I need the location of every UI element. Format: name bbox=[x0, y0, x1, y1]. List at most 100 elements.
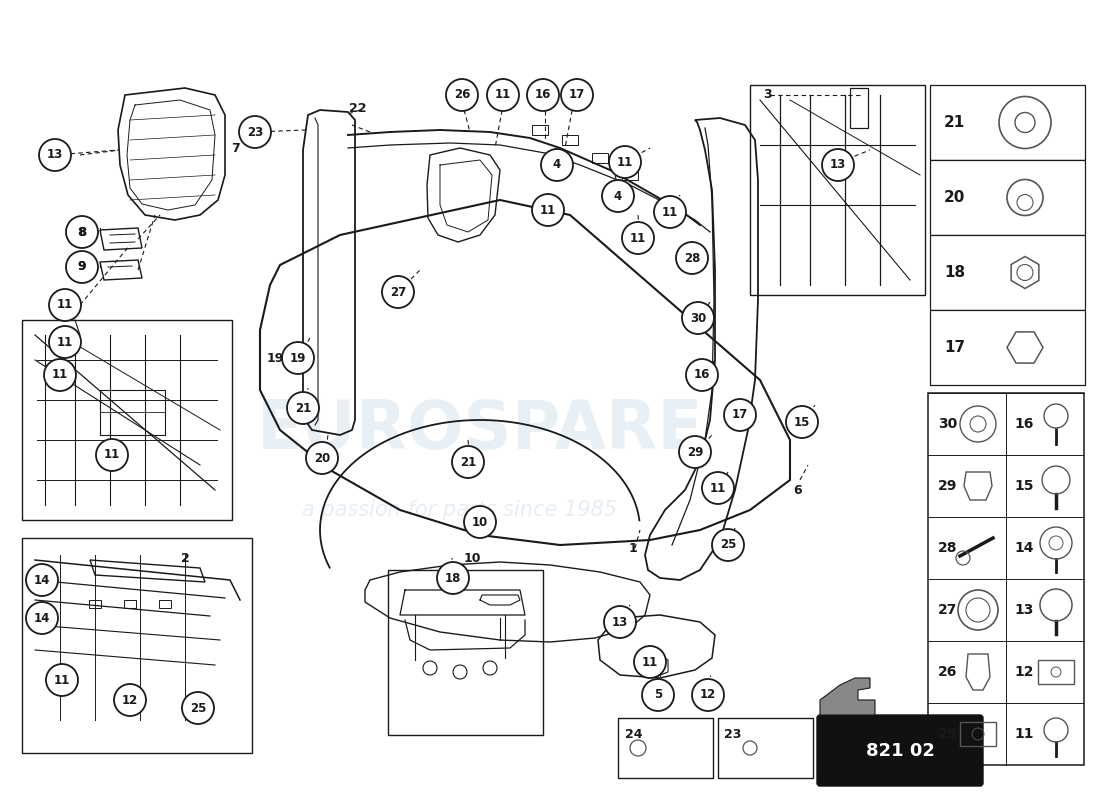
Text: 18: 18 bbox=[944, 265, 965, 280]
Text: 10: 10 bbox=[463, 551, 481, 565]
Text: 4: 4 bbox=[614, 190, 623, 202]
Text: 17: 17 bbox=[732, 409, 748, 422]
Bar bbox=[124, 600, 136, 608]
Circle shape bbox=[437, 562, 469, 594]
Text: 25: 25 bbox=[190, 702, 206, 714]
Bar bbox=[532, 125, 548, 135]
Text: 3: 3 bbox=[763, 89, 772, 102]
Circle shape bbox=[602, 180, 634, 212]
Circle shape bbox=[46, 664, 78, 696]
Bar bbox=[100, 390, 165, 435]
Text: 14: 14 bbox=[1014, 541, 1034, 555]
Circle shape bbox=[604, 606, 636, 638]
Circle shape bbox=[26, 564, 58, 596]
Text: 21: 21 bbox=[295, 402, 311, 414]
Text: 12: 12 bbox=[1014, 665, 1034, 679]
Circle shape bbox=[676, 242, 708, 274]
Bar bbox=[618, 718, 713, 778]
Text: 29: 29 bbox=[938, 479, 957, 493]
Text: 10: 10 bbox=[472, 515, 488, 529]
Text: 21: 21 bbox=[944, 115, 966, 130]
Text: a passion for parts since 1985: a passion for parts since 1985 bbox=[302, 500, 617, 520]
Circle shape bbox=[114, 684, 146, 716]
Text: 9: 9 bbox=[78, 261, 86, 274]
Text: 27: 27 bbox=[389, 286, 406, 298]
Text: 8: 8 bbox=[78, 226, 86, 238]
Text: 16: 16 bbox=[694, 369, 711, 382]
Text: 29: 29 bbox=[686, 446, 703, 458]
Bar bbox=[930, 310, 1085, 385]
Circle shape bbox=[686, 359, 718, 391]
Circle shape bbox=[702, 472, 734, 504]
Text: 11: 11 bbox=[54, 674, 70, 686]
Circle shape bbox=[287, 392, 319, 424]
Bar bbox=[562, 135, 578, 145]
Text: 13: 13 bbox=[612, 615, 628, 629]
Text: 821 02: 821 02 bbox=[866, 742, 934, 759]
Bar bbox=[22, 538, 252, 753]
Circle shape bbox=[446, 79, 478, 111]
Text: 11: 11 bbox=[642, 655, 658, 669]
Text: 27: 27 bbox=[938, 603, 957, 617]
Circle shape bbox=[682, 302, 714, 334]
Circle shape bbox=[464, 506, 496, 538]
Bar bbox=[930, 85, 1085, 160]
Bar bbox=[850, 88, 868, 128]
Bar bbox=[928, 393, 1084, 765]
Circle shape bbox=[642, 679, 674, 711]
Text: 13: 13 bbox=[829, 158, 846, 171]
Text: 30: 30 bbox=[938, 417, 957, 431]
Text: 1: 1 bbox=[628, 542, 637, 554]
Text: 14: 14 bbox=[34, 611, 51, 625]
Text: EUROSPARE: EUROSPARE bbox=[256, 397, 703, 463]
Text: 18: 18 bbox=[444, 571, 461, 585]
Text: 26: 26 bbox=[938, 665, 957, 679]
Circle shape bbox=[452, 446, 484, 478]
Bar bbox=[22, 320, 232, 520]
Bar bbox=[750, 85, 925, 295]
Text: 26: 26 bbox=[454, 89, 470, 102]
Circle shape bbox=[487, 79, 519, 111]
Text: 21: 21 bbox=[460, 455, 476, 469]
Bar bbox=[89, 600, 101, 608]
Circle shape bbox=[527, 79, 559, 111]
Text: 11: 11 bbox=[710, 482, 726, 494]
Text: 16: 16 bbox=[535, 89, 551, 102]
Text: 9: 9 bbox=[78, 261, 86, 274]
Text: 15: 15 bbox=[794, 415, 811, 429]
Text: 14: 14 bbox=[34, 574, 51, 586]
Circle shape bbox=[786, 406, 818, 438]
Text: 11: 11 bbox=[540, 203, 557, 217]
Text: 24: 24 bbox=[625, 728, 642, 741]
Bar bbox=[930, 160, 1085, 235]
Text: 28: 28 bbox=[684, 251, 701, 265]
Circle shape bbox=[182, 692, 214, 724]
Text: 15: 15 bbox=[1014, 479, 1034, 493]
Circle shape bbox=[44, 359, 76, 391]
Text: 11: 11 bbox=[1014, 727, 1034, 741]
Text: 11: 11 bbox=[630, 231, 646, 245]
Circle shape bbox=[239, 116, 271, 148]
Circle shape bbox=[822, 149, 854, 181]
Polygon shape bbox=[820, 678, 874, 715]
Text: 2: 2 bbox=[180, 551, 189, 565]
Text: 11: 11 bbox=[662, 206, 678, 218]
Bar bbox=[930, 235, 1085, 310]
Bar bbox=[388, 570, 543, 735]
Circle shape bbox=[692, 679, 724, 711]
Circle shape bbox=[39, 139, 72, 171]
Bar bbox=[160, 600, 170, 608]
Text: 13: 13 bbox=[1014, 603, 1033, 617]
Text: 7: 7 bbox=[231, 142, 240, 154]
Text: 25: 25 bbox=[938, 727, 957, 741]
Text: 17: 17 bbox=[569, 89, 585, 102]
Text: 30: 30 bbox=[690, 311, 706, 325]
Text: 13: 13 bbox=[47, 149, 63, 162]
Circle shape bbox=[532, 194, 564, 226]
Circle shape bbox=[50, 289, 81, 321]
Text: 11: 11 bbox=[495, 89, 512, 102]
Circle shape bbox=[50, 326, 81, 358]
Text: 11: 11 bbox=[103, 449, 120, 462]
Circle shape bbox=[382, 276, 414, 308]
Text: 19: 19 bbox=[266, 351, 284, 365]
